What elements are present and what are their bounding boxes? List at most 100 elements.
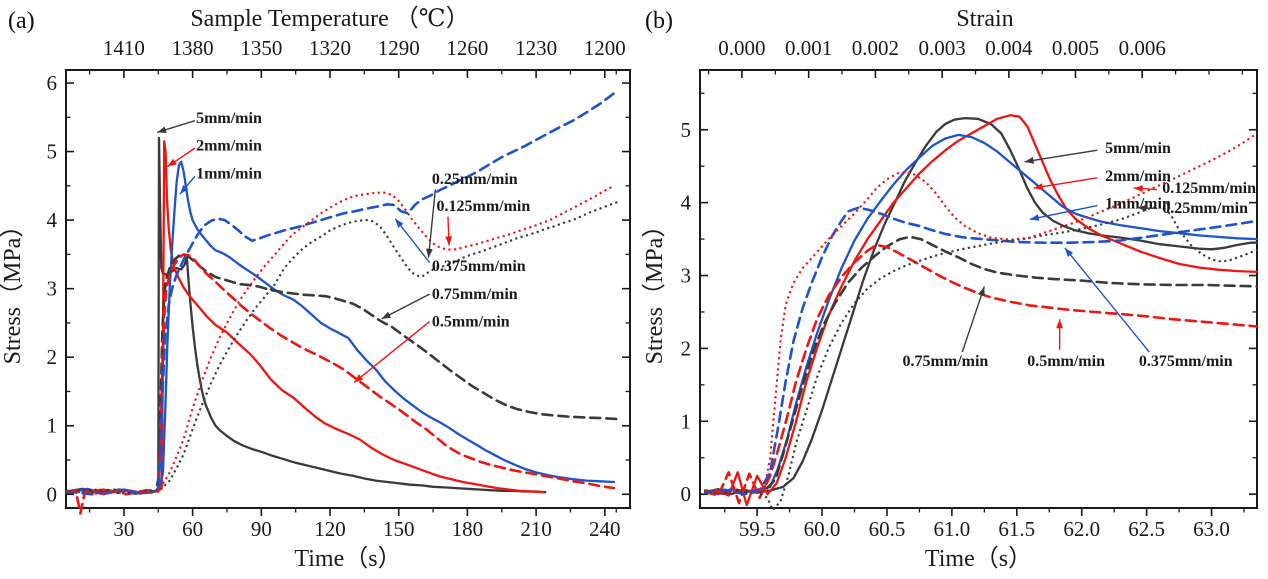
x-tick-label: 60 xyxy=(182,517,203,541)
annotation-2mm-min: 2mm/min xyxy=(1105,168,1171,185)
annotation-arrow-line xyxy=(427,189,437,258)
series-5mm-min xyxy=(704,116,1259,496)
annotation-0-125mm-min: 0.125mm/min xyxy=(437,198,531,215)
x-tick-label: 61.0 xyxy=(934,517,971,541)
series-0-25mm-min xyxy=(66,200,619,495)
annotation-arrowhead xyxy=(426,248,433,258)
annotation-arrow-line xyxy=(1024,149,1098,163)
annotation-0-25mm-min: 0.25mm/min xyxy=(1162,200,1248,217)
y-axis-title: Stress（MPa） xyxy=(0,214,26,365)
annotation-arrowhead xyxy=(167,158,177,167)
x-tick-label: 150 xyxy=(383,517,415,541)
top-axis-title: Sample Temperature （℃） xyxy=(190,6,469,32)
annotation-5mm-min: 5mm/min xyxy=(1105,140,1171,157)
x-tick-label: 120 xyxy=(314,517,346,541)
x-tick-label: 62.5 xyxy=(1128,517,1165,541)
y-tick-label: 0 xyxy=(681,482,692,506)
x-tick-label: 62.0 xyxy=(1063,517,1100,541)
y-tick-label: 6 xyxy=(47,71,58,95)
series-0-125mm-min xyxy=(66,184,615,495)
annotation-arrow-line xyxy=(394,218,431,264)
annotation-arrowhead xyxy=(1024,157,1034,164)
y-axis-title: Stress（MPa） xyxy=(642,214,668,365)
annotation-0-75mm-min: 0.75mm/min xyxy=(903,353,989,370)
plot-border xyxy=(699,69,1258,509)
top-tick-label: 1410 xyxy=(103,36,145,60)
top-tick-label: 1380 xyxy=(172,36,214,60)
annotation-arrowhead xyxy=(445,236,453,246)
annotation-1mm-min: 1mm/min xyxy=(196,166,262,183)
x-tick-label: 60.5 xyxy=(869,517,906,541)
x-tick-label: 240 xyxy=(589,517,621,541)
annotation-0-75mm-min: 0.75mm/min xyxy=(432,286,518,303)
panel-b-chart: 59.5 60.0 60.5 61.0 61.5 62.0 62.5 63.0 0.000 0.0… xyxy=(642,6,1259,572)
top-tick-label: 1350 xyxy=(240,36,282,60)
series-1mm-min xyxy=(65,160,616,495)
top-axis-title: Strain xyxy=(956,6,1013,32)
annotation-arrow-line xyxy=(1064,247,1150,353)
series-0-5mm-min xyxy=(703,243,1259,505)
y-tick-label: 4 xyxy=(681,191,692,215)
x-tick-label: 30 xyxy=(113,517,134,541)
annotation-arrow-line xyxy=(381,293,430,320)
y-tick-label: 1 xyxy=(47,414,58,438)
x-tick-label: 59.5 xyxy=(739,517,776,541)
annotation-0-5mm-min: 0.5mm/min xyxy=(1027,353,1105,370)
top-tick-label: 0.005 xyxy=(1052,36,1099,60)
annotation-arrow-line xyxy=(353,321,431,384)
top-tick-label: 0.004 xyxy=(985,36,1033,60)
annotation-arrowhead xyxy=(381,311,392,319)
y-tick-label: 5 xyxy=(681,118,692,142)
annotation-arrowhead xyxy=(354,374,364,383)
y-tick-label: 2 xyxy=(47,345,58,369)
series-1mm-min xyxy=(704,133,1259,496)
x-axis-title: Time（s） xyxy=(925,546,1032,572)
annotation-arrowhead xyxy=(157,126,167,133)
annotation-0-375mm-min: 0.375mm/min xyxy=(432,258,526,275)
x-axis-title: Time（s） xyxy=(294,546,401,572)
annotation-0-5mm-min: 0.5mm/min xyxy=(432,314,510,331)
annotation-arrowhead xyxy=(1033,183,1044,190)
annotation-arrow-line xyxy=(961,286,986,353)
top-tick-label: 1230 xyxy=(515,36,557,60)
series-0-375mm-min xyxy=(65,92,616,496)
y-tick-label: 1 xyxy=(681,409,692,433)
annotation-arrow-line xyxy=(1033,177,1098,189)
x-tick-label: 210 xyxy=(520,517,552,541)
top-tick-label: 0.002 xyxy=(852,36,899,60)
annotation-arrowhead xyxy=(180,185,189,195)
series-2mm-min xyxy=(704,114,1259,507)
series-2mm-min xyxy=(65,140,545,496)
series-0-5mm-min xyxy=(65,253,616,515)
annotation-arrowhead xyxy=(978,286,985,297)
series-0-125mm-min xyxy=(705,132,1258,495)
y-tick-label: 3 xyxy=(47,277,58,301)
annotation-0-125mm-min: 0.125mm/min xyxy=(1162,180,1256,197)
annotation-arrowhead xyxy=(1056,319,1063,329)
top-tick-label: 1260 xyxy=(446,36,488,60)
annotation-arrowhead xyxy=(1137,204,1147,212)
annotation-arrowhead xyxy=(1064,247,1074,257)
y-tick-label: 5 xyxy=(47,140,58,164)
annotation-1mm-min: 1mm/min xyxy=(1105,195,1171,212)
x-tick-label: 63.0 xyxy=(1193,517,1230,541)
annotation-2mm-min: 2mm/min xyxy=(196,137,262,154)
series-0-75mm-min xyxy=(65,253,618,495)
y-tick-label: 4 xyxy=(47,208,58,232)
x-tick-label: 60.0 xyxy=(804,517,841,541)
top-tick-label: 0.000 xyxy=(718,36,765,60)
annotation-arrowhead xyxy=(395,218,404,228)
annotation-arrowhead xyxy=(1029,214,1040,221)
annotation-5mm-min: 5mm/min xyxy=(196,110,262,127)
y-tick-label: 2 xyxy=(681,336,692,360)
top-tick-label: 1200 xyxy=(584,36,626,60)
series-0-375mm-min xyxy=(703,206,1259,496)
top-tick-label: 0.001 xyxy=(785,36,832,60)
x-tick-label: 180 xyxy=(452,517,484,541)
series-0-75mm-min xyxy=(703,235,1259,495)
annotation-0-375mm-min: 0.375mm/min xyxy=(1139,353,1233,370)
annotation-0-25mm-min: 0.25mm/min xyxy=(432,171,518,188)
y-tick-label: 0 xyxy=(47,482,58,506)
annotation-arrowhead xyxy=(1133,185,1143,192)
